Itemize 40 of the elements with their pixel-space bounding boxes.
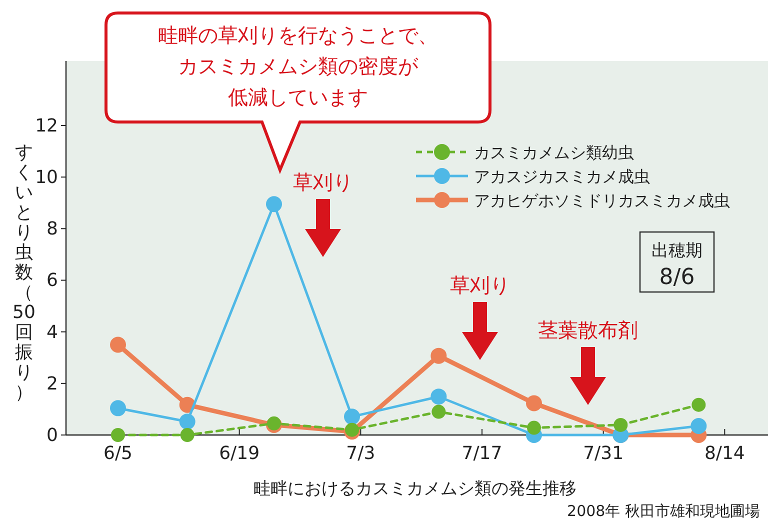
x-tick-label: 8/14 xyxy=(704,443,745,464)
x-tick-label: 7/31 xyxy=(583,443,624,464)
legend-label: アカスジカスミカメ成虫 xyxy=(474,167,650,186)
legend-label: アカヒゲホソミドリカスミカメ成虫 xyxy=(474,191,730,210)
point xyxy=(344,408,360,425)
annotation: 草刈り xyxy=(293,170,353,194)
point xyxy=(110,400,126,416)
annotation: 出穂期 8/6 xyxy=(652,241,702,290)
point xyxy=(614,418,628,432)
point xyxy=(430,348,447,364)
x-tick-label: 7/17 xyxy=(462,443,502,464)
x-axis-title: 畦畔におけるカスミカメムシ類の発生推移 xyxy=(254,479,576,499)
y-tick-label: 12 xyxy=(35,115,58,136)
y-tick-label: 10 xyxy=(35,167,58,188)
point xyxy=(430,388,447,405)
annotation: 草刈り xyxy=(450,273,510,297)
y-tick-label: 4 xyxy=(46,322,58,343)
point xyxy=(692,398,706,412)
point xyxy=(345,422,359,437)
point xyxy=(179,414,196,430)
annotation: 茎葉散布剤 xyxy=(538,318,638,342)
point xyxy=(266,196,282,212)
point xyxy=(526,395,542,412)
point xyxy=(527,420,541,435)
y-tick-label: 0 xyxy=(46,425,58,446)
text: すくいとり虫数（50回振り） xyxy=(12,142,36,403)
y-tick-label: 6 xyxy=(46,270,58,292)
x-tick-label: 7/3 xyxy=(346,443,376,464)
legend-label: カスミカメムシ類幼虫 xyxy=(474,143,634,162)
text: 2008年 秋田市雄和現地圃場 xyxy=(567,502,760,520)
point xyxy=(690,418,707,434)
point xyxy=(110,336,126,353)
y-tick-label: 2 xyxy=(46,373,58,394)
annotation: 畦畔の草刈りを行なうことで、カスミカメムシ類の密度が低減しています xyxy=(158,23,438,109)
point xyxy=(432,404,446,419)
y-tick-label: 8 xyxy=(46,218,58,240)
point xyxy=(180,428,194,442)
x-tick-label: 6/5 xyxy=(104,443,132,464)
x-tick-label: 6/19 xyxy=(219,443,260,464)
point xyxy=(111,428,125,442)
